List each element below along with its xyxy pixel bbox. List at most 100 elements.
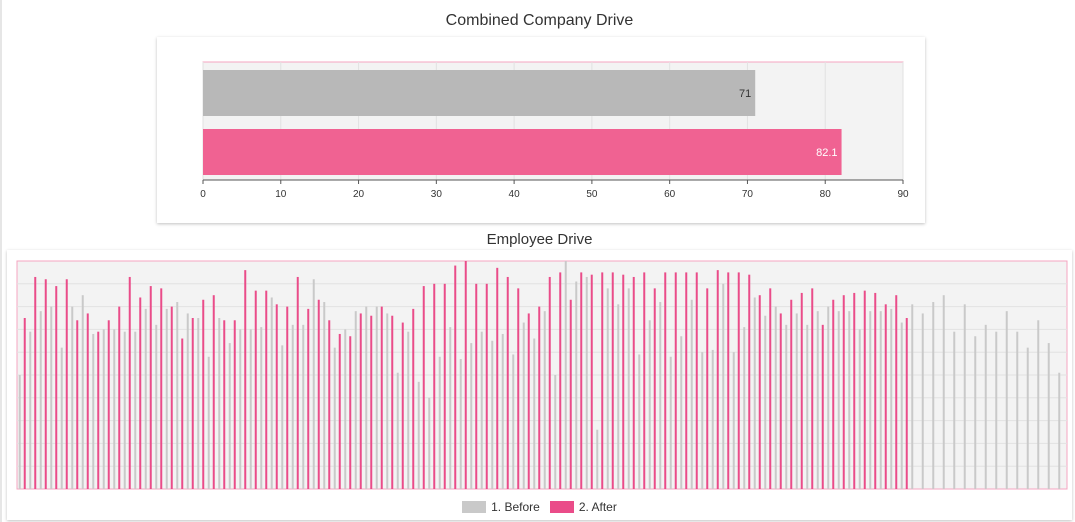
bar-after: [286, 306, 289, 489]
bar-after: [569, 299, 572, 489]
bar-after: [317, 299, 320, 489]
x-tick-label: 10: [275, 189, 287, 200]
bar-after: [34, 276, 37, 489]
bar-before: [1058, 372, 1061, 489]
bar-after: [443, 283, 446, 489]
bar-after: [307, 308, 310, 489]
bar-after: [212, 295, 215, 489]
bar-before: [543, 311, 546, 489]
bar-after: [496, 267, 499, 489]
bar-after: [485, 283, 488, 489]
bar-before: [312, 279, 315, 489]
legend-item-after[interactable]: 2. After: [549, 500, 617, 514]
bar-after: [674, 272, 677, 489]
bar-before: [512, 354, 515, 489]
bar-before: [1016, 331, 1019, 489]
bar-before: [669, 356, 672, 489]
bar-after: [475, 283, 478, 489]
bar-after: [76, 320, 79, 489]
bar-before: [1037, 320, 1040, 489]
bar-before: [753, 297, 756, 489]
bar-before: [207, 356, 210, 489]
bar-after: [328, 320, 331, 489]
bar-after: [23, 318, 26, 489]
combined-drive-chart: 0 10 20 30 40 50 60 70 80 90 71 82.1: [200, 61, 909, 200]
bar-after: [506, 276, 509, 489]
bar-after: [44, 279, 47, 489]
x-tick-label: 50: [586, 189, 598, 200]
bar-before: [858, 329, 861, 489]
x-tick-label: 40: [509, 189, 521, 200]
bar-after: [601, 272, 604, 489]
bar-after: [758, 295, 761, 489]
bar-before: [197, 318, 200, 489]
bar-after: [800, 292, 803, 489]
bar-after: [202, 299, 205, 489]
bar-before: [270, 297, 273, 489]
bar-before: [449, 327, 452, 489]
bar-after: [370, 315, 373, 489]
bar-before: [764, 315, 767, 489]
bar-after: [685, 272, 688, 489]
bar-before: [890, 308, 893, 489]
bar-before: [711, 349, 714, 489]
bar-after: [244, 270, 247, 489]
bar-after: [359, 313, 362, 489]
bar-after: [181, 338, 184, 489]
bar-before: [407, 331, 410, 489]
bar-before: [249, 329, 252, 489]
bar-after: [433, 283, 436, 489]
bar-before: [648, 320, 651, 489]
legend-item-before[interactable]: 1. Before: [462, 500, 540, 514]
chart-title-combined: Combined Company Drive: [445, 12, 634, 29]
bar-after: [454, 265, 457, 489]
bar-after: [170, 306, 173, 489]
bar-before: [774, 306, 777, 489]
bar-value-label: 82.1: [816, 147, 837, 159]
bar-before: [585, 276, 588, 489]
bar-after: [716, 270, 719, 489]
bar-before: [974, 336, 977, 489]
bar-after: [559, 272, 562, 489]
bar-before: [1005, 311, 1008, 489]
bar-before: [690, 299, 693, 489]
bar-before: [260, 327, 263, 489]
bar-before: [701, 352, 704, 489]
bar-before: [102, 329, 105, 489]
bar-before: [323, 302, 326, 489]
bar-after: [296, 276, 299, 489]
bar-before: [228, 343, 231, 489]
bar-before: [827, 306, 830, 489]
legend-label-before: 1. Before: [491, 500, 540, 514]
bar-before: [123, 331, 126, 489]
bar-before: [785, 324, 788, 489]
bar-before: [165, 308, 168, 489]
bar: [203, 70, 756, 116]
bar-after: [97, 331, 100, 489]
bar-before: [386, 313, 389, 489]
bar-before: [417, 381, 420, 489]
bar-before: [50, 306, 53, 489]
bar-before: [659, 302, 662, 489]
bar-before: [375, 306, 378, 489]
bar-before: [218, 318, 221, 489]
bar-after: [160, 288, 163, 489]
bar-before: [932, 302, 935, 489]
bar-before: [732, 352, 735, 489]
bar-before: [722, 283, 725, 489]
bar-before: [459, 359, 462, 489]
x-tick-label: 20: [353, 189, 365, 200]
bar-after: [884, 304, 887, 489]
bar-after: [380, 306, 383, 489]
bar-before: [239, 329, 242, 489]
bar-after: [65, 279, 68, 489]
bar-after: [55, 286, 58, 489]
bar-before: [470, 343, 473, 489]
bar-before: [921, 313, 924, 489]
bar-before: [71, 306, 74, 489]
bar-after: [779, 313, 782, 489]
bar-before: [92, 333, 95, 489]
bar-after: [727, 272, 730, 489]
bar-after: [275, 304, 278, 489]
bar-after: [611, 272, 614, 489]
